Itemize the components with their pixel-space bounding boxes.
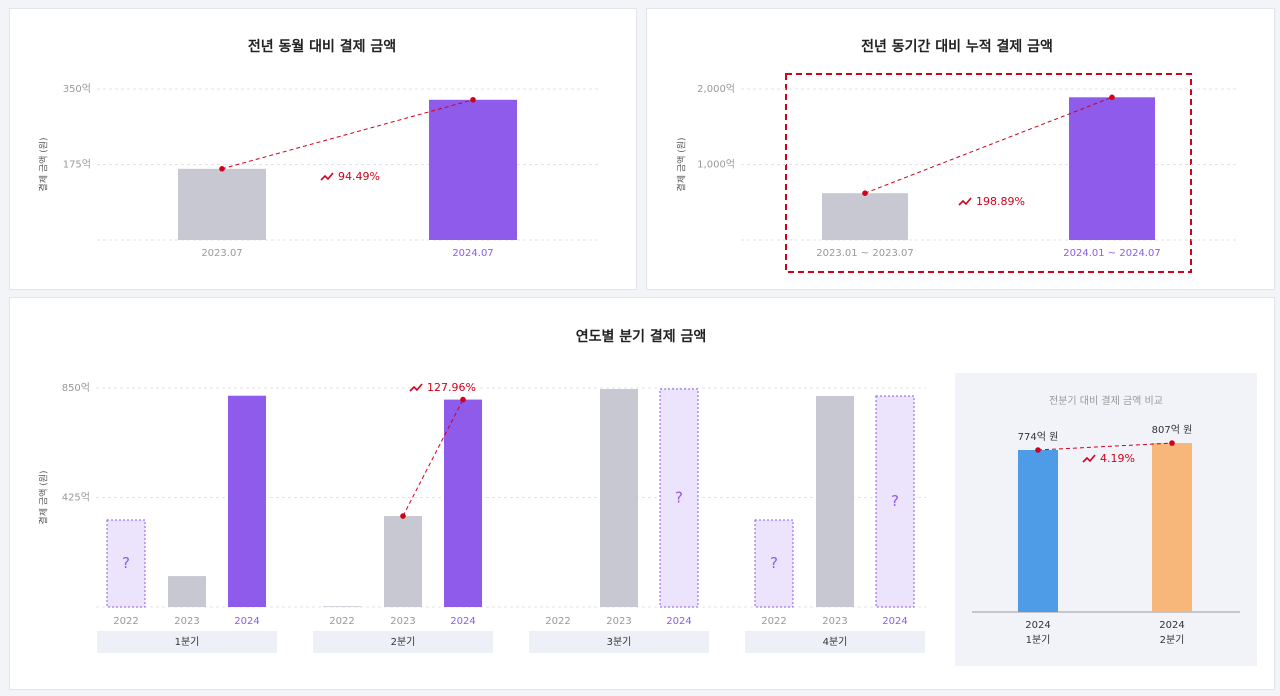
trend-icon (1082, 454, 1096, 463)
y-tick-label: 1,000억 (697, 159, 735, 171)
bar (600, 389, 638, 607)
x-tick-label: 2023 (822, 616, 847, 627)
x-tick-label: 2분기 (1160, 634, 1185, 646)
trend-icon (320, 172, 334, 181)
x-tick-label: 2024 (234, 616, 259, 627)
trend-icon (409, 383, 423, 392)
bar (822, 193, 908, 240)
change-rate: 127.96% (427, 381, 476, 394)
bar (178, 168, 266, 240)
change-rate: 94.49% (338, 170, 380, 183)
connector (402, 399, 464, 517)
x-tick-label: 2022 (113, 616, 138, 627)
change-rate: 4.19% (1100, 452, 1135, 465)
group-label: 1분기 (175, 636, 200, 648)
y-tick-label: 850억 (62, 382, 90, 394)
bar (168, 576, 206, 607)
placeholder-label: ? (122, 554, 130, 572)
x-tick-label: 2022 (329, 616, 354, 627)
highlight-box (785, 73, 1192, 273)
group-label: 3분기 (607, 636, 632, 648)
x-tick-label: 2023 (606, 616, 631, 627)
point (470, 96, 476, 103)
x-tick-label: 2024 (1159, 620, 1184, 631)
x-tick-label: 2024 (666, 616, 691, 627)
bar (323, 606, 361, 607)
x-tick-label: 2023.07 (201, 248, 242, 259)
point (1035, 447, 1041, 453)
y-tick-label: 175억 (63, 159, 91, 171)
point (219, 166, 225, 172)
bar (228, 395, 266, 607)
group-label: 2분기 (391, 636, 416, 648)
comparison-panel (955, 373, 1257, 666)
bar (429, 99, 517, 241)
placeholder-label: ? (675, 489, 683, 507)
point (862, 190, 868, 196)
placeholder-bar (106, 519, 146, 608)
trend-icon (958, 197, 972, 206)
panel (646, 8, 1275, 290)
x-tick-label: 2022 (545, 616, 570, 627)
y-tick-label: 2,000억 (697, 83, 735, 95)
point (1169, 440, 1175, 446)
bar (1018, 450, 1058, 612)
chart-title: 전분기 대비 결제 금액 비교 (1049, 395, 1163, 407)
x-tick-label: 2024.01 ~ 2024.07 (1063, 248, 1160, 259)
y-axis-label: 결제 금액 (원) (38, 137, 50, 191)
point (460, 396, 466, 403)
point (400, 513, 406, 519)
placeholder-bar (875, 395, 915, 608)
group-box (529, 631, 709, 653)
chart-title: 전년 동월 대비 결제 금액 (248, 38, 396, 55)
panel (9, 8, 637, 290)
value-label: 807억 원 (1152, 424, 1193, 436)
group-box (97, 631, 277, 653)
x-tick-label: 2024 (882, 616, 907, 627)
bar (384, 516, 422, 607)
x-tick-label: 2024.07 (452, 248, 493, 259)
chart-title: 연도별 분기 결제 금액 (576, 328, 707, 345)
connector (1037, 442, 1173, 451)
y-axis-label: 결제 금액 (원) (38, 470, 50, 524)
y-tick-label: 425억 (62, 492, 90, 504)
connector (221, 99, 474, 170)
placeholder-bar (659, 388, 699, 608)
x-tick-label: 2023 (390, 616, 415, 627)
x-tick-label: 2023.01 ~ 2023.07 (816, 248, 913, 259)
group-box (745, 631, 925, 653)
x-tick-label: 2022 (761, 616, 786, 627)
x-tick-label: 2024 (1025, 620, 1050, 631)
point (1109, 94, 1115, 101)
y-axis-label: 결제 금액 (원) (676, 137, 688, 191)
change-rate: 198.89% (976, 195, 1025, 208)
bar (1152, 443, 1192, 612)
group-box (313, 631, 493, 653)
x-tick-label: 2023 (174, 616, 199, 627)
x-tick-label: 2024 (450, 616, 475, 627)
group-label: 4분기 (823, 636, 848, 648)
bar (816, 395, 854, 607)
bar (444, 399, 482, 607)
placeholder-label: ? (770, 554, 778, 572)
x-tick-label: 1분기 (1026, 634, 1051, 646)
placeholder-bar (754, 519, 794, 608)
bar (1069, 97, 1155, 241)
chart-title: 전년 동기간 대비 누적 결제 금액 (861, 38, 1053, 55)
value-label: 774억 원 (1018, 431, 1059, 443)
connector (864, 96, 1113, 194)
y-tick-label: 350억 (63, 83, 91, 95)
placeholder-label: ? (891, 492, 899, 510)
